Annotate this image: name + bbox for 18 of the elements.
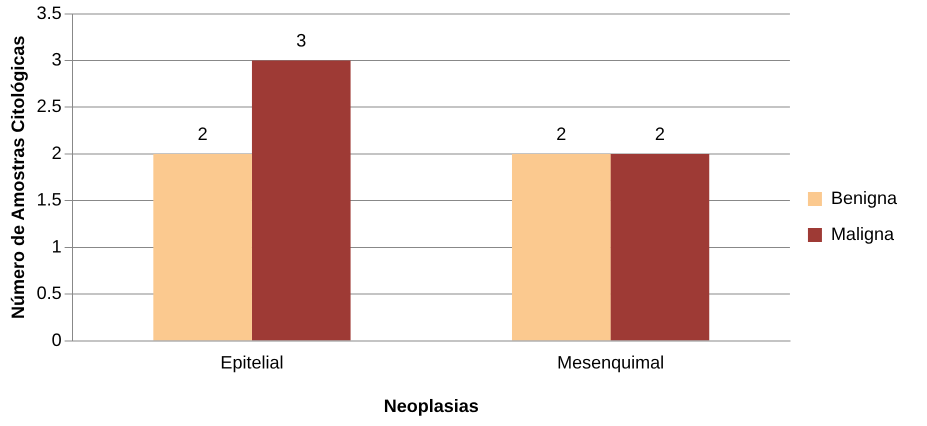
y-tick-label: 3 [52,49,62,70]
y-tick-label: 1 [52,236,62,256]
legend-label: Maligna [830,224,895,244]
x-tick-label: Mesenquimal [557,352,664,373]
data-label: 2 [198,124,208,144]
y-axis-title: Número de Amostras Citológicas [8,36,28,320]
y-tick-label: 2 [52,142,62,163]
x-tick-label: Epitelial [220,352,284,373]
y-tick-label: 0.5 [36,283,62,304]
y-tick-label: 2.5 [36,96,62,116]
y-tick-label: 1.5 [36,190,62,210]
data-label: 2 [654,124,665,144]
y-tick-label: 0 [52,330,62,350]
y-tick-label: 3.5 [36,2,62,23]
data-label: 2 [556,124,566,144]
legend-label: Benigna [830,188,898,208]
x-axis-title: Neoplasias [384,396,479,416]
data-label: 3 [296,30,306,50]
